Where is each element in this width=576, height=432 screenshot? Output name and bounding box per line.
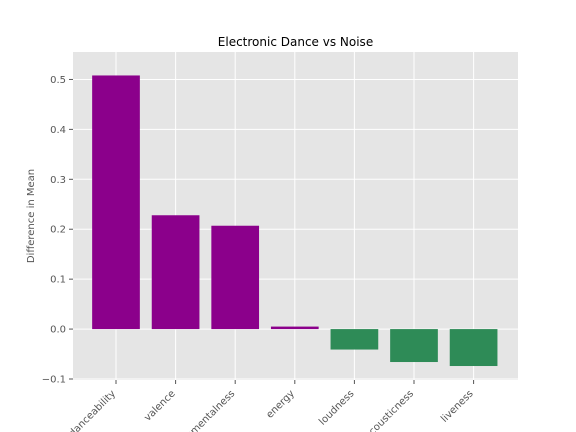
y-tick-label: 0.3 xyxy=(50,175,66,186)
y-tick-label: 0.1 xyxy=(50,275,66,286)
y-axis-label: Difference in Mean xyxy=(26,169,37,263)
y-tick-label: 0.2 xyxy=(50,225,66,236)
x-tick-label: energy xyxy=(265,388,297,420)
bar-energy xyxy=(270,326,319,330)
bar-acousticness xyxy=(390,329,438,363)
y-axis-ticks: −0.1 0.0 0.1 0.2 0.3 0.4 0.5 xyxy=(42,75,73,386)
x-tick-label: liveness xyxy=(439,388,475,424)
bar-instrumentalness xyxy=(211,225,260,330)
x-tick-label: loudness xyxy=(317,388,356,427)
bar-valence xyxy=(151,215,200,330)
x-tick-label: acousticness xyxy=(363,388,416,432)
bar-liveness xyxy=(449,329,498,367)
y-tick-label: 0.4 xyxy=(50,125,66,136)
chart-title: Electronic Dance vs Noise xyxy=(218,35,373,49)
y-tick-label: 0.0 xyxy=(50,325,66,336)
y-tick-label: 0.5 xyxy=(50,75,66,86)
y-tick-label: −0.1 xyxy=(42,375,66,386)
x-tick-label: danceability xyxy=(67,388,118,432)
plot-background xyxy=(73,52,518,380)
bar-loudness xyxy=(330,329,379,350)
bars xyxy=(92,75,498,367)
x-tick-label: valence xyxy=(142,388,177,423)
bar-danceability xyxy=(92,75,140,330)
x-tick-label: instrumentalness xyxy=(168,388,237,432)
